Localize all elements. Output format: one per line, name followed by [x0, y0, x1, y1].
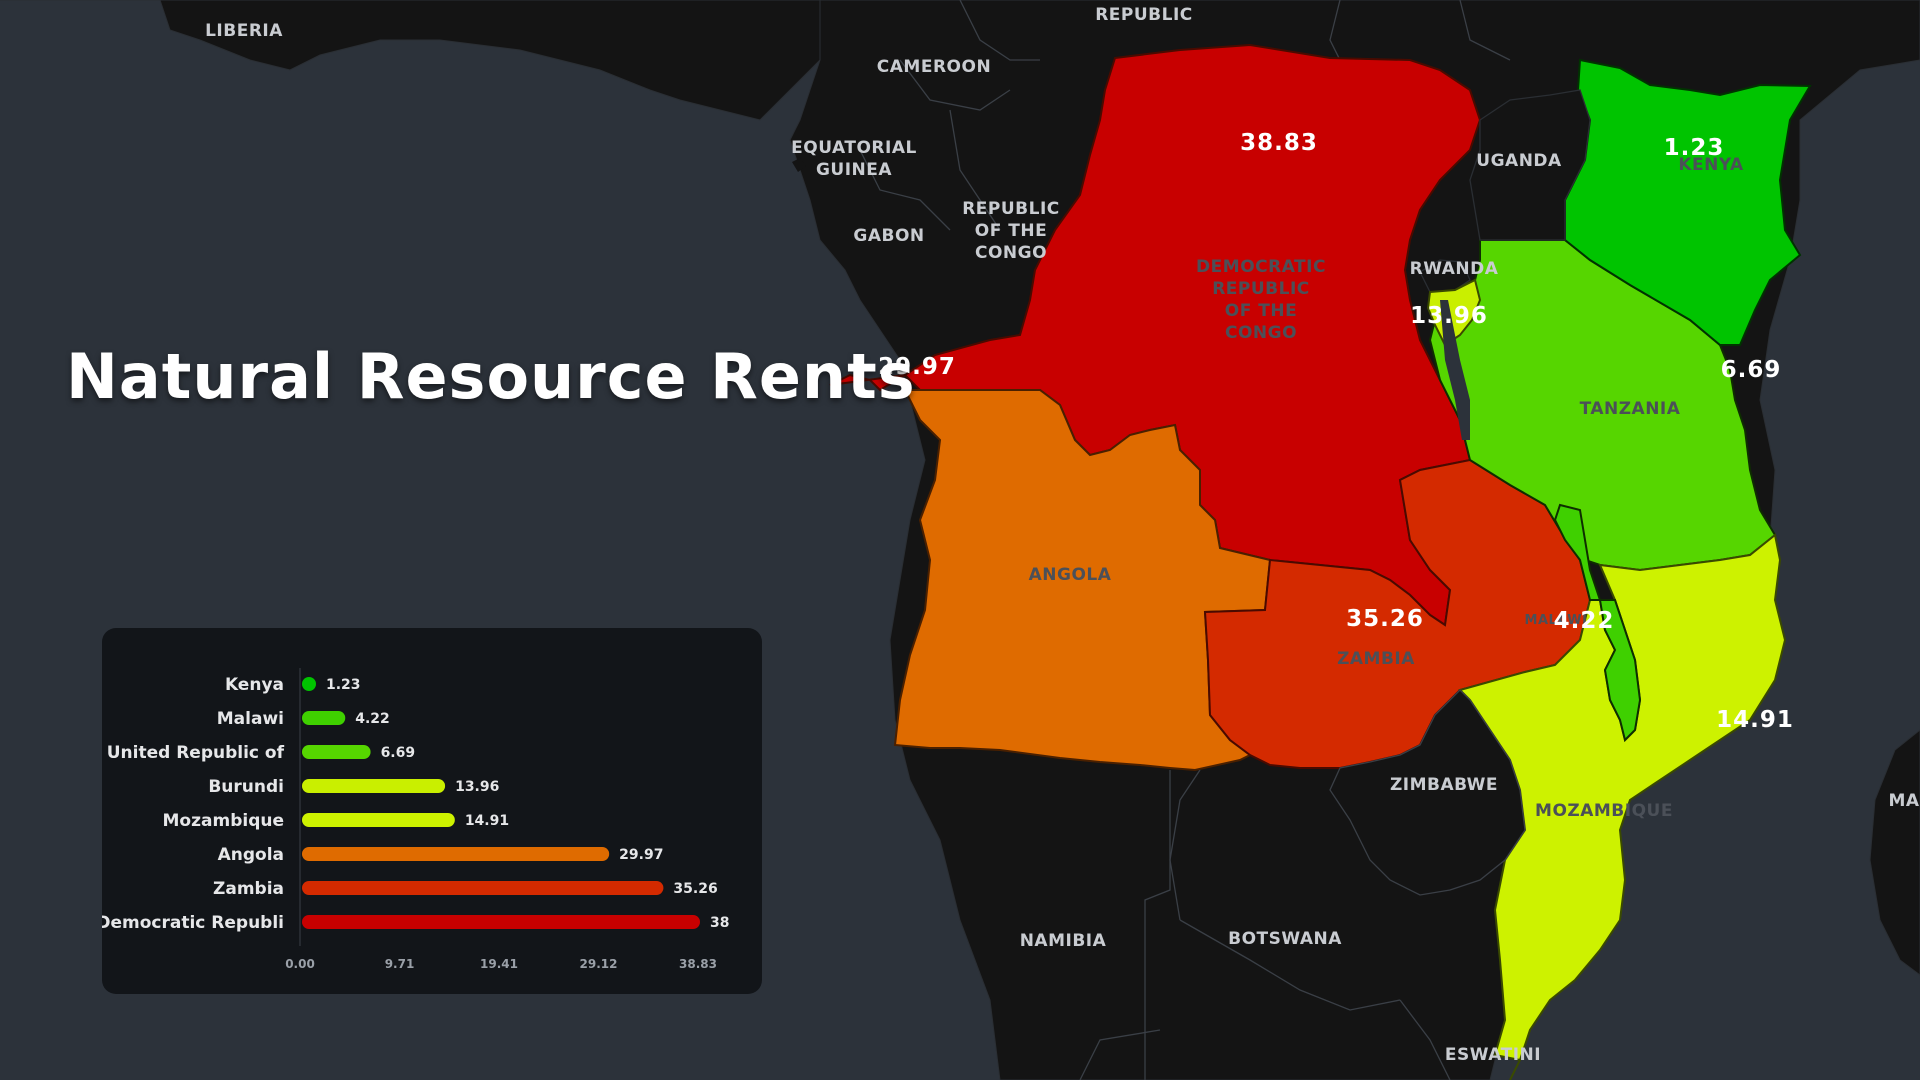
label-mozambique: MOZAMBIQUE: [1535, 801, 1673, 821]
bar-chart-panel: Kenya 1.23 Malawi 4.22 United Republic of 6.6…: [102, 628, 762, 994]
region-zimbabwe[interactable]: [1329, 689, 1526, 896]
value-zambia: 35.26: [1346, 606, 1424, 632]
region-burundi[interactable]: [1426, 278, 1482, 347]
page-title: Natural Resource Rents: [66, 340, 916, 413]
value-tanzania: 6.69: [1721, 357, 1782, 383]
label-liberia: LIBERIA: [205, 21, 283, 41]
label-eswatini: ESWATINI: [1445, 1045, 1541, 1065]
label-drc-3: OF THE: [1225, 301, 1297, 321]
label-rwanda: RWANDA: [1410, 259, 1499, 279]
label-kenya: KENYA: [1678, 155, 1744, 175]
data-label: 1.23: [326, 677, 361, 693]
west-africa-land: [0, 0, 821, 121]
value-malawi: 4.22: [1554, 608, 1615, 634]
x-tick-label: 38.83: [679, 957, 717, 971]
label-roc-2: OF THE: [975, 221, 1047, 241]
value-kenya: 1.23: [1664, 135, 1725, 161]
label-roc-3: CONGO: [975, 243, 1047, 263]
data-label: 14.91: [465, 813, 509, 829]
category-label: Kenya: [225, 675, 284, 695]
bar[interactable]: [302, 677, 316, 691]
category-label: Malawi: [217, 709, 284, 729]
data-label: 13.96: [455, 779, 499, 795]
value-burundi: 13.96: [1410, 303, 1488, 329]
label-botswana: BOTSWANA: [1228, 929, 1342, 949]
bar[interactable]: [302, 847, 610, 861]
label-madagascar-partial: MA: [1888, 791, 1919, 811]
bar[interactable]: [302, 915, 700, 929]
label-tanzania: TANZANIA: [1580, 399, 1681, 419]
bar[interactable]: [302, 813, 455, 827]
bar[interactable]: [302, 881, 664, 895]
bar[interactable]: [302, 779, 446, 793]
label-uganda: UGANDA: [1476, 151, 1562, 171]
value-angola: 29.97: [878, 354, 956, 380]
category-label: United Republic of: [107, 743, 285, 763]
x-tick-label: 0.00: [285, 957, 315, 971]
label-cameroon: CAMEROON: [877, 57, 991, 77]
label-angola: ANGOLA: [1029, 565, 1112, 585]
label-drc-1: DEMOCRATIC: [1196, 257, 1326, 277]
label-republic-top: REPUBLIC: [1095, 5, 1193, 25]
category-label: Angola: [218, 845, 284, 865]
region-malawi[interactable]: [1553, 503, 1642, 742]
lake-tanganyika: [1440, 300, 1470, 440]
category-label: Zambia: [213, 879, 284, 899]
x-tick-label: 29.12: [580, 957, 618, 971]
value-drc: 38.83: [1240, 130, 1318, 156]
label-zambia: ZAMBIA: [1337, 649, 1415, 669]
bar-chart[interactable]: Kenya 1.23 Malawi 4.22 United Republic of 6.6…: [102, 628, 762, 994]
category-label: Democratic Republi: [102, 913, 284, 933]
category-label: Burundi: [208, 777, 284, 797]
category-label: Mozambique: [163, 811, 284, 831]
label-gabon: GABON: [853, 226, 924, 246]
x-tick-label: 9.71: [385, 957, 415, 971]
madagascar-land: [1869, 729, 1920, 976]
bar[interactable]: [302, 711, 346, 725]
x-tick-label: 19.41: [480, 957, 518, 971]
label-malawi: MALAWI: [1525, 613, 1588, 628]
label-roc-1: REPUBLIC: [962, 199, 1060, 219]
label-drc-4: CONGO: [1225, 323, 1297, 343]
data-label: 29.97: [619, 847, 663, 863]
data-label: 4.22: [355, 711, 390, 727]
label-equatorial-guinea-2: GUINEA: [816, 160, 892, 180]
data-label: 6.69: [381, 745, 416, 761]
island: [792, 158, 806, 172]
borders: [859, 0, 1511, 1080]
region-uganda[interactable]: [1469, 89, 1591, 241]
bar[interactable]: [302, 745, 371, 759]
data-label: 35.26: [673, 881, 717, 897]
data-label: 38.83: [710, 915, 754, 931]
label-equatorial-guinea-1: EQUATORIAL: [791, 138, 917, 158]
value-mozambique: 14.91: [1716, 707, 1794, 733]
label-namibia: NAMIBIA: [1020, 931, 1107, 951]
label-drc-2: REPUBLIC: [1212, 279, 1310, 299]
label-zimbabwe: ZIMBABWE: [1390, 775, 1498, 795]
